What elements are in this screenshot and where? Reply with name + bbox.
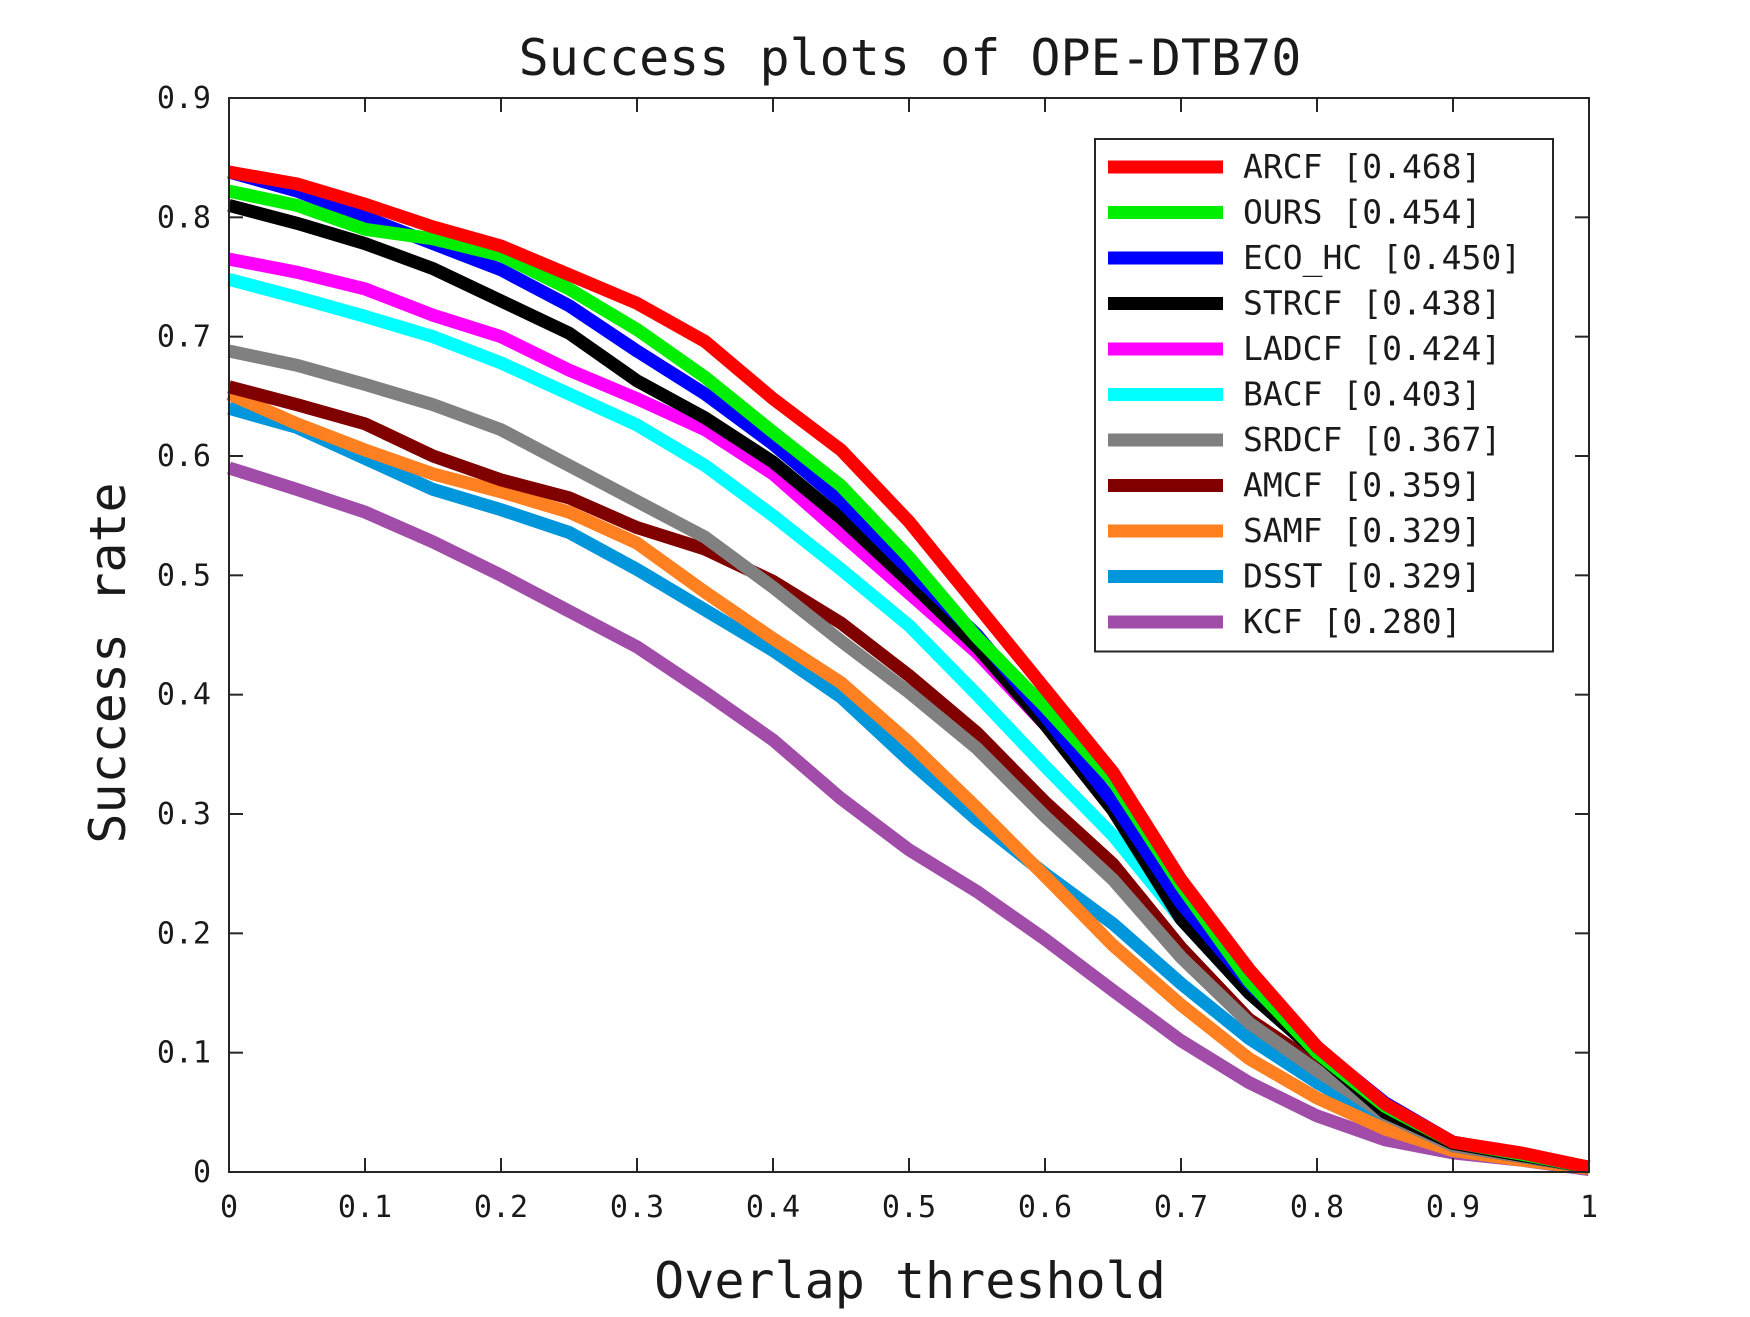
legend-label-dsst: DSST [0.329] — [1243, 557, 1481, 596]
y-tick-label: 0.5 — [157, 558, 211, 593]
series-line-dsst — [227, 402, 1591, 1175]
legend-label-bacf: BACF [0.403] — [1243, 375, 1481, 414]
x-tick-label: 0.3 — [610, 1190, 664, 1225]
series-line-arcf — [227, 165, 1591, 1174]
y-tick-label: 0 — [193, 1155, 211, 1190]
y-tick-label: 0.7 — [157, 320, 211, 355]
chart-title: Success plots of OPE-DTB70 — [519, 29, 1302, 87]
x-tick-label: 0.7 — [1154, 1190, 1208, 1225]
x-tick-label: 0.4 — [746, 1190, 800, 1225]
legend-label-arcf: ARCF [0.468] — [1243, 147, 1481, 186]
x-axis-label: Overlap threshold — [654, 1252, 1166, 1310]
x-tick-label: 0.1 — [338, 1190, 392, 1225]
legend-label-kcf: KCF [0.280] — [1243, 602, 1462, 641]
legend-label-strcf: STRCF [0.438] — [1243, 284, 1501, 323]
x-tick-label: 0.6 — [1018, 1190, 1072, 1225]
legend-label-srdcf: SRDCF [0.367] — [1243, 420, 1501, 459]
x-tick-label: 0.9 — [1426, 1190, 1480, 1225]
y-tick-label: 0.3 — [157, 797, 211, 832]
legend-label-samf: SAMF [0.329] — [1243, 511, 1481, 550]
x-tick-label: 0.8 — [1290, 1190, 1344, 1225]
x-tick-label: 0 — [220, 1190, 238, 1225]
legend-label-eco-hc: ECO_HC [0.450] — [1243, 238, 1521, 278]
x-tick-label: 1 — [1580, 1190, 1598, 1225]
x-tick-label: 0.5 — [882, 1190, 936, 1225]
y-tick-label: 0.8 — [157, 200, 211, 235]
x-tick-label: 0.2 — [474, 1190, 528, 1225]
series-line-kcf — [227, 461, 1590, 1177]
legend-label-ours: OURS [0.454] — [1243, 193, 1481, 232]
axes: 0 0.1 0.2 0.3 0.4 0.5 0.6 0.7 0.8 0.9 1 0 0.1 0.2 0.3 0… — [157, 81, 1598, 1225]
legend-label-amcf: AMCF [0.359] — [1243, 466, 1481, 505]
y-axis-label: Success rate — [79, 482, 137, 843]
y-tick-label: 0.1 — [157, 1036, 211, 1071]
y-tick-label: 0.4 — [157, 678, 211, 713]
y-tick-label: 0.6 — [157, 439, 211, 474]
y-tick-label: 0.9 — [157, 81, 211, 116]
y-tick-label: 0.2 — [157, 916, 211, 951]
legend-label-ladcf: LADCF [0.424] — [1243, 329, 1501, 368]
series-line-samf — [226, 387, 1590, 1175]
legend: ARCF [0.468] OURS [0.454] ECO_HC [0.450] ST… — [1094, 138, 1554, 653]
